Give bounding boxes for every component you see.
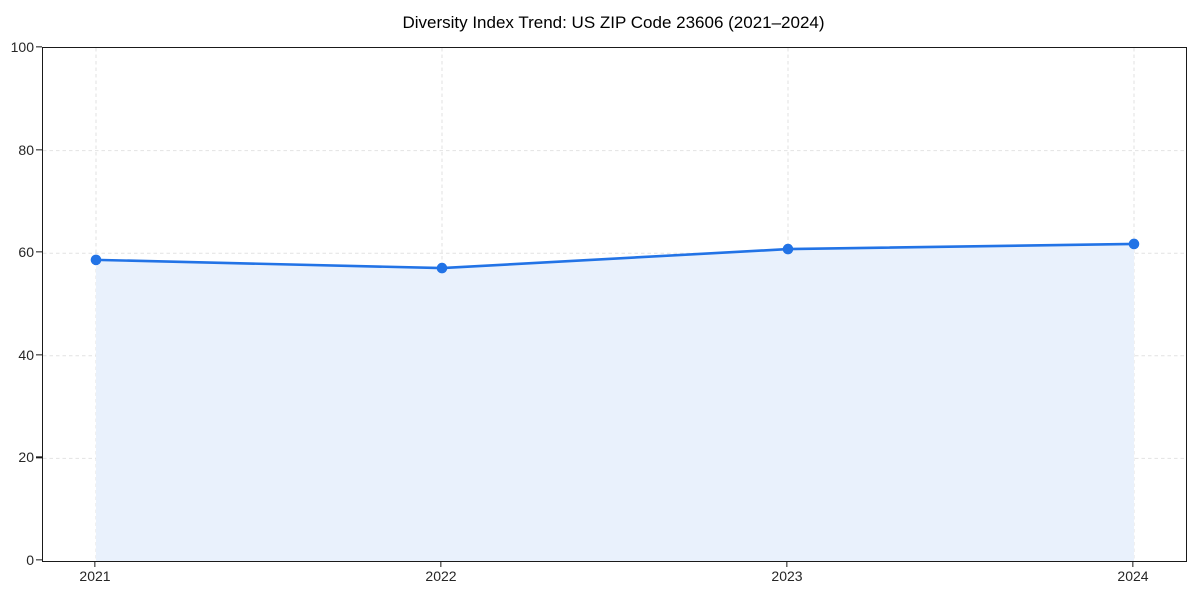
data-point-marker (436, 262, 448, 274)
y-tick-mark (36, 354, 42, 356)
y-tick-mark (36, 456, 42, 459)
x-tick-mark (440, 561, 442, 567)
x-tick-label: 2023 (771, 568, 803, 584)
data-point-marker (1128, 238, 1140, 250)
chart-title: Diversity Index Trend: US ZIP Code 23606… (402, 13, 825, 32)
data-point-marker (90, 254, 102, 266)
x-tick-label: 2024 (1117, 568, 1149, 584)
trend-line (94, 242, 1136, 270)
area-fill (96, 243, 1134, 561)
y-tick-mark (36, 251, 42, 253)
y-tick-label: 80 (18, 141, 34, 158)
y-tick-label: 20 (18, 449, 34, 466)
y-tick-mark (36, 559, 42, 561)
y-tick-label: 0 (26, 552, 34, 568)
x-tick-mark (94, 561, 96, 567)
y-tick-mark (36, 46, 42, 48)
plot-area (42, 47, 1187, 562)
line-chart-canvas (43, 48, 1186, 561)
x-tick-label: 2022 (425, 568, 457, 584)
data-point-marker (782, 243, 794, 255)
x-tick-label: 2021 (79, 568, 111, 584)
y-tick-mark (36, 148, 42, 151)
y-tick-label: 100 (10, 39, 34, 55)
x-tick-mark (1132, 561, 1134, 567)
x-tick-mark (786, 561, 788, 567)
y-tick-label: 40 (18, 346, 34, 363)
y-tick-label: 60 (18, 244, 34, 261)
